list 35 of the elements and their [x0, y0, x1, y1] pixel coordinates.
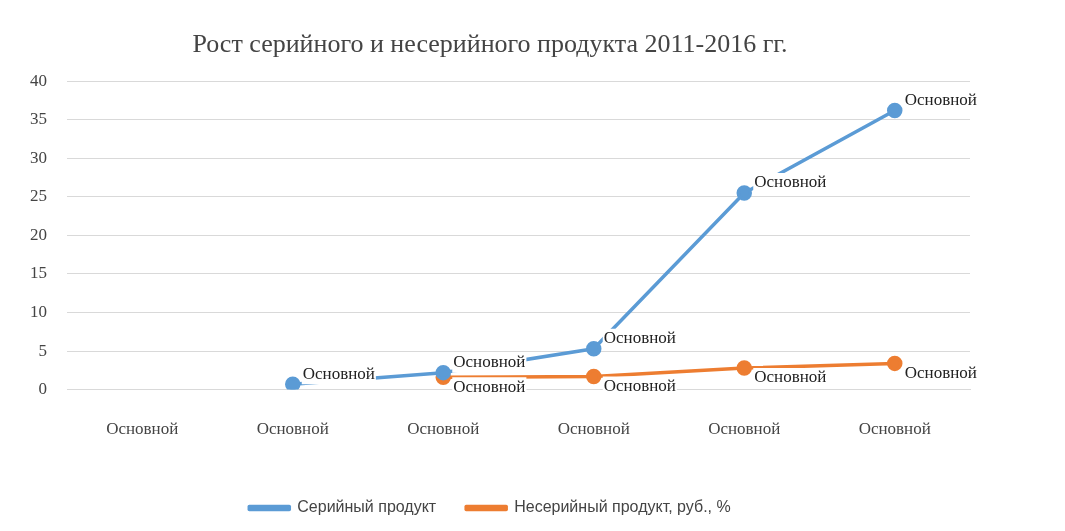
- x-tick-label: Основной: [256, 419, 329, 439]
- y-tick-label: 40: [30, 70, 47, 90]
- y-tick-label: 35: [30, 109, 47, 129]
- point: [736, 360, 752, 376]
- y-tick-label: 30: [30, 147, 47, 167]
- x-tick-label: Основной: [557, 419, 630, 439]
- x-tick-label: Основной: [708, 419, 781, 439]
- point: [285, 376, 301, 390]
- point: [887, 355, 903, 372]
- point: [736, 185, 752, 201]
- data-label: Основной: [904, 362, 977, 382]
- data-label: Основной: [754, 172, 827, 192]
- y-tick-label: 5: [38, 340, 47, 360]
- x-tick-label: Основной: [858, 419, 931, 439]
- point: [586, 368, 602, 385]
- data-label: Основной: [603, 328, 676, 348]
- y-tick-label: 0: [38, 379, 47, 399]
- legend-label: Несерийный продукт, руб., %: [514, 498, 731, 516]
- point: [887, 102, 903, 119]
- data-label: Основной: [302, 363, 375, 383]
- legend-label: Серийный продукт: [297, 498, 437, 516]
- point: [435, 364, 451, 381]
- y-tick-label: 10: [30, 301, 47, 321]
- x-tick-label: Основной: [106, 419, 179, 439]
- chart-title: Рост серийного и несерийного продукта 2011-2016 гг.: [192, 29, 788, 59]
- data-label: Основной: [453, 376, 526, 396]
- data-label: Основной: [904, 89, 977, 109]
- point: [586, 340, 602, 357]
- data-label: Основной: [453, 352, 526, 372]
- data-label: Основной: [754, 367, 827, 387]
- x-tick-label: Основной: [407, 419, 480, 439]
- data-label: Основной: [603, 375, 676, 395]
- y-tick-label: 20: [30, 224, 47, 244]
- y-tick-label: 25: [30, 186, 47, 206]
- y-tick-label: 15: [30, 263, 47, 283]
